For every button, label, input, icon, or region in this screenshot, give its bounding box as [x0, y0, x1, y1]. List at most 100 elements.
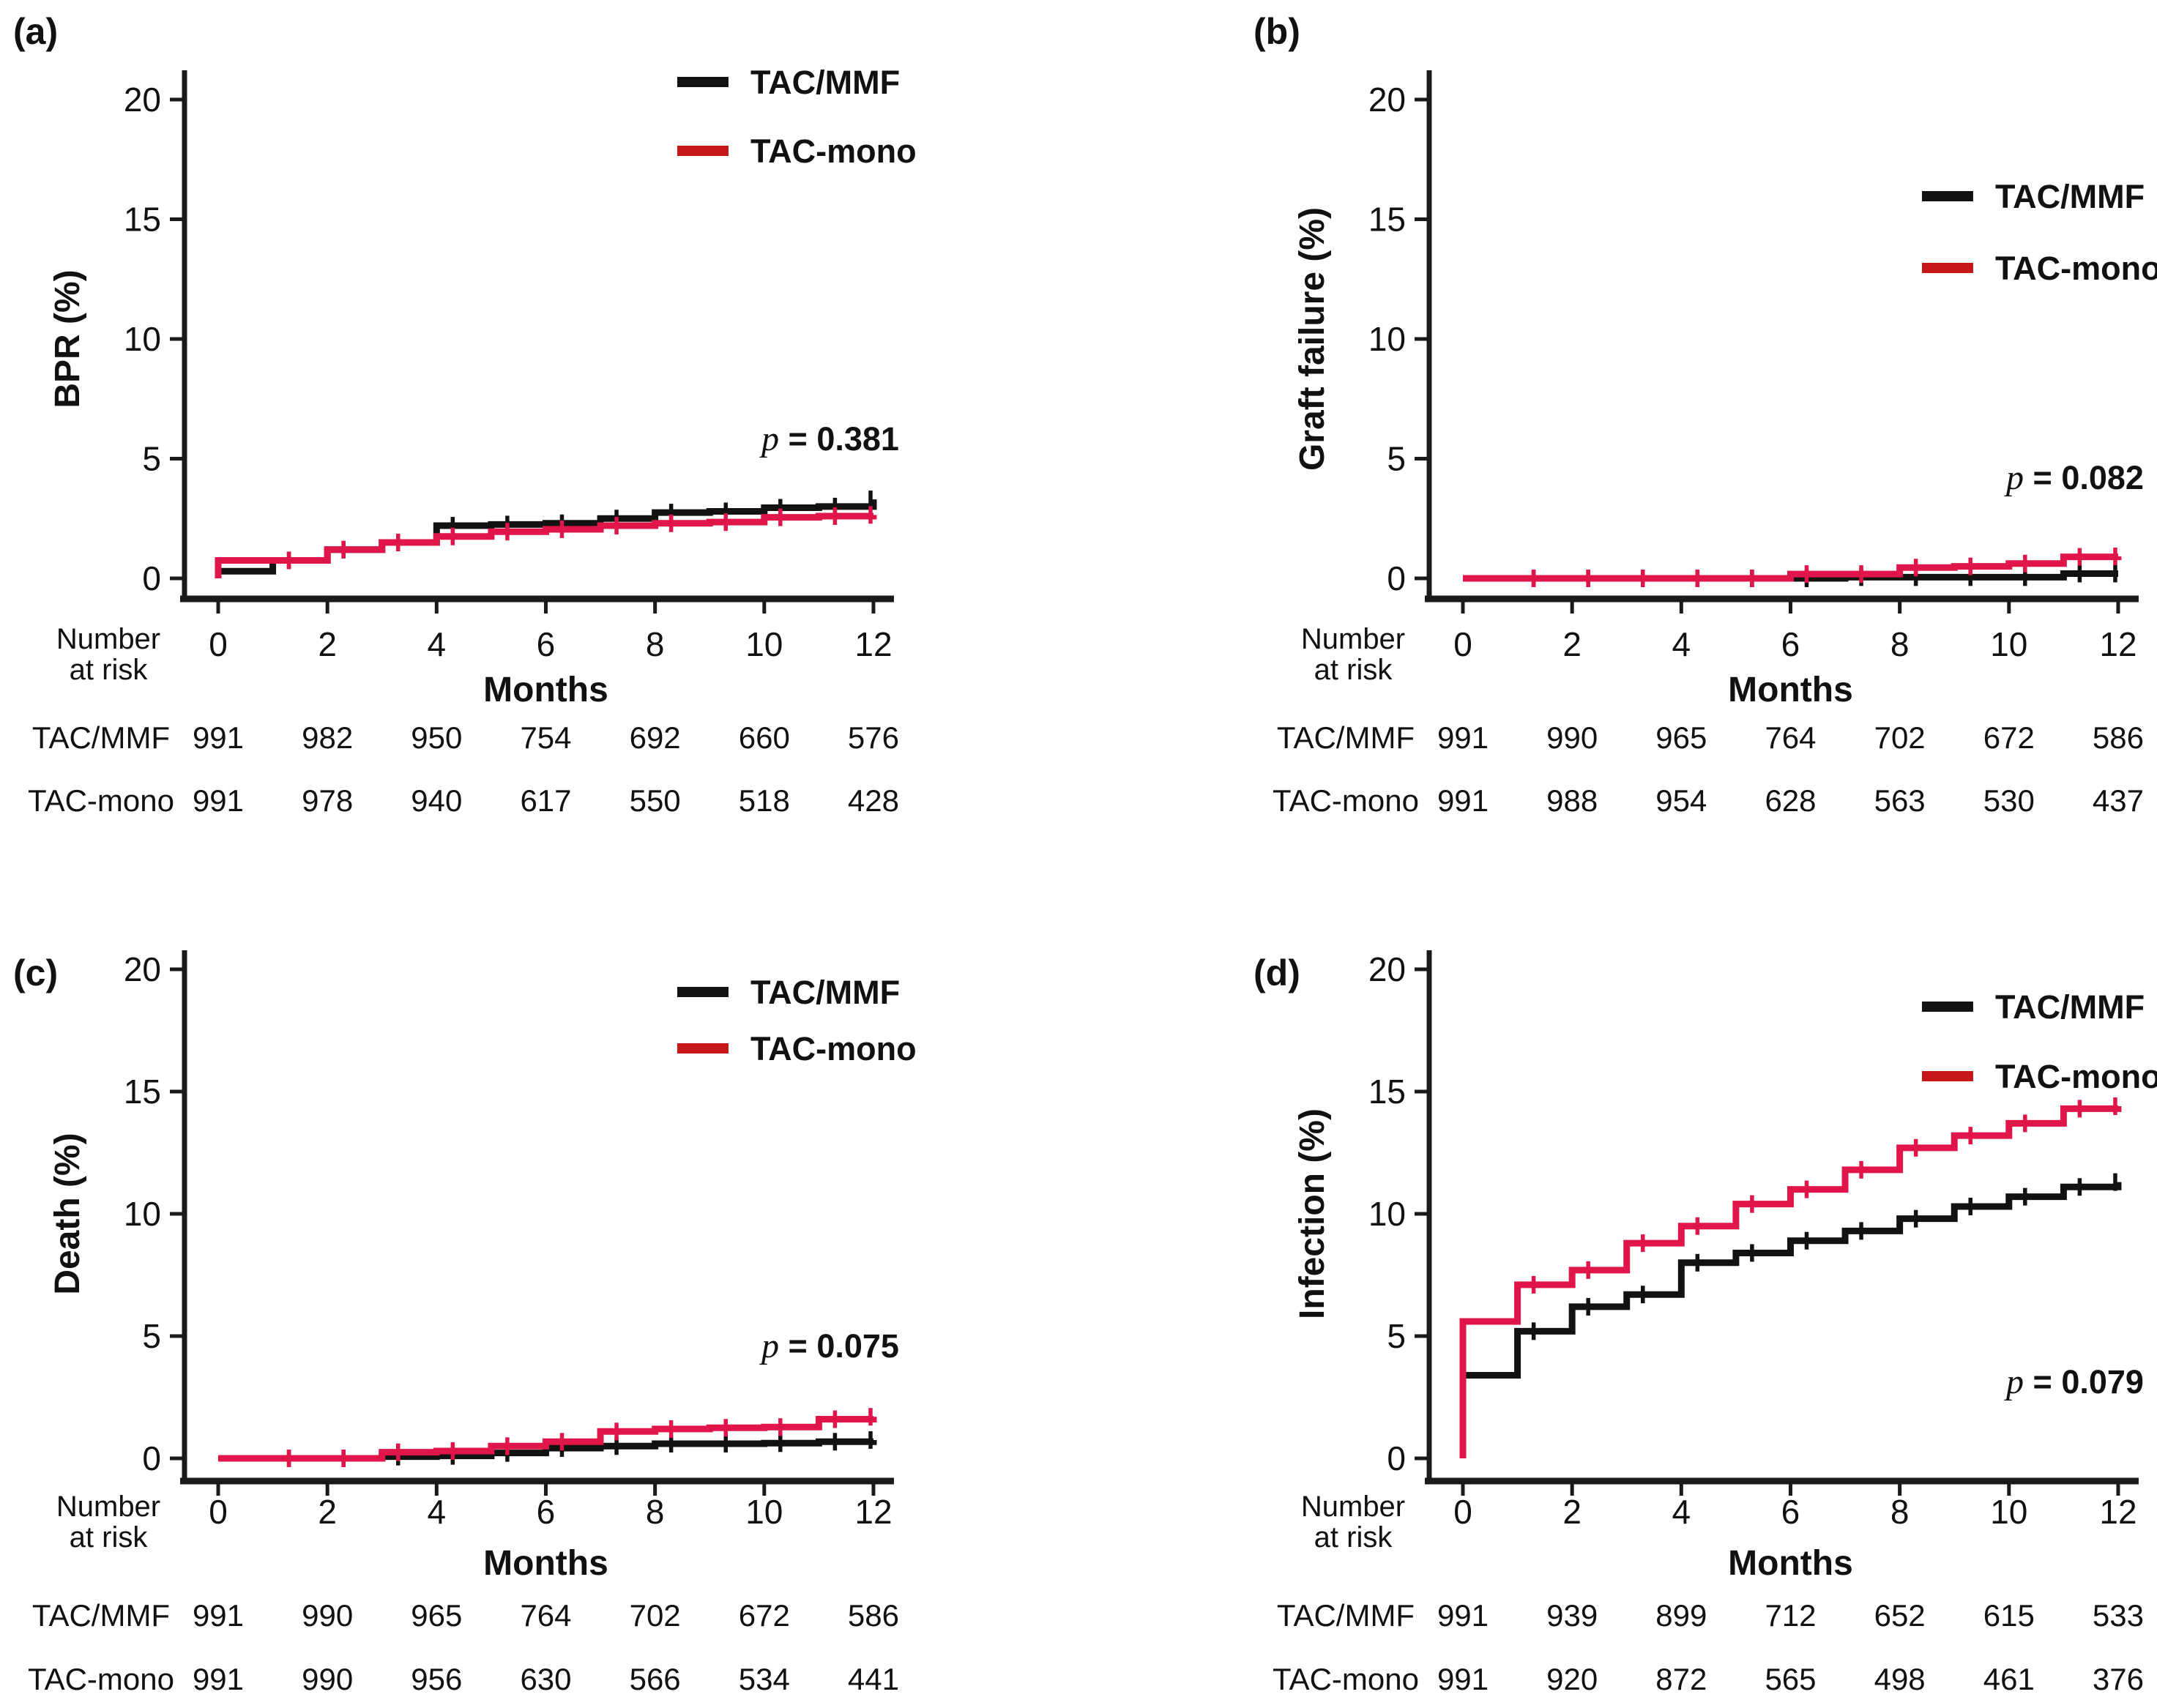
risk-value: 988	[1546, 783, 1598, 818]
y-tick-label: 5	[1387, 440, 1406, 478]
y-tick-label: 10	[124, 320, 161, 358]
risk-value: 872	[1655, 1662, 1707, 1696]
legend-swatch-tacmmf	[1921, 191, 1973, 201]
y-tick-label: 20	[124, 81, 161, 119]
risk-value: 965	[1655, 720, 1707, 755]
legend-swatch-tacmono	[677, 146, 729, 156]
risk-value: 754	[520, 720, 571, 755]
x-tick-label: 4	[1672, 1493, 1691, 1531]
risk-value: 672	[1983, 720, 2035, 755]
risk-value: 692	[630, 720, 681, 755]
y-tick-label: 0	[1387, 559, 1406, 597]
risk-value: 534	[739, 1662, 790, 1696]
curve-tacmmf	[1459, 1182, 2122, 1458]
panel-d: 0 5 10 15 20 0 2 4 6 8 10 12 Infection (%) Months TAC/…	[1078, 854, 2157, 1708]
risk-value: 441	[848, 1662, 899, 1696]
x-tick-label: 12	[854, 1493, 892, 1531]
curve-tacmono	[218, 1416, 877, 1462]
panel-a: 0 5 10 15 20 0 2 4 6 8 10 12 BPR (%) Months TAC/MMF TAC…	[0, 0, 1078, 854]
y-tick-label: 5	[142, 440, 161, 478]
p-value: p = 0.075	[759, 1327, 899, 1365]
risk-value: 991	[193, 1662, 244, 1696]
x-tick-label: 8	[1890, 1493, 1910, 1531]
risk-value: 978	[302, 783, 353, 818]
risk-value: 702	[1874, 720, 1926, 755]
risk-value: 615	[1983, 1598, 2035, 1633]
risk-value: 991	[1437, 1598, 1489, 1633]
panel-label-d: (d)	[1253, 952, 1300, 993]
number-at-risk-label: Number	[56, 1491, 160, 1523]
y-tick-label: 5	[142, 1317, 161, 1355]
risk-value: 940	[411, 783, 462, 818]
legend-label-tacmono: TAC-mono	[750, 133, 917, 170]
x-tick-label: 10	[745, 1493, 783, 1531]
y-axis-label: Graft failure (%)	[1293, 207, 1332, 471]
x-tick-label: 12	[854, 625, 892, 663]
y-tick-label: 20	[124, 950, 161, 988]
risk-value: 899	[1655, 1598, 1707, 1633]
legend-swatch-tacmmf	[677, 77, 729, 87]
risk-value: 991	[193, 720, 244, 755]
panel-label-a: (a)	[13, 11, 59, 52]
risk-row-label: TAC/MMF	[1277, 720, 1415, 755]
risk-value: 461	[1983, 1662, 2035, 1696]
risk-value: 652	[1874, 1598, 1926, 1633]
x-tick-label: 10	[1990, 1493, 2027, 1531]
risk-value: 991	[1437, 720, 1489, 755]
x-tick-label: 4	[428, 625, 447, 663]
panel-b: 0 5 10 15 20 0 2 4 6 8 10 12 Graft failure (%) Months…	[1078, 0, 2157, 854]
x-tick-label: 2	[1562, 625, 1582, 663]
risk-value: 920	[1546, 1662, 1598, 1696]
panel-label-b: (b)	[1253, 11, 1300, 52]
risk-value: 565	[1765, 1662, 1816, 1696]
legend-label-tacmmf: TAC/MMF	[1995, 178, 2145, 215]
risk-value: 518	[739, 783, 790, 818]
y-tick-label: 15	[1368, 1073, 1406, 1111]
y-tick-label: 0	[142, 559, 161, 597]
risk-value: 764	[1765, 720, 1816, 755]
x-tick-label: 4	[1672, 625, 1691, 663]
risk-value: 566	[630, 1662, 681, 1696]
risk-value: 586	[848, 1598, 899, 1633]
chart-graft-failure: 0 5 10 15 20 0 2 4 6 8 10 12 Graft failure (%) Months…	[1273, 70, 2157, 818]
risk-value: 533	[2093, 1598, 2144, 1633]
curve-tacmono	[1463, 553, 2122, 582]
risk-value: 990	[302, 1662, 353, 1696]
chart-death: 0 5 10 15 20 0 2 4 6 8 10 12 Death (%) Months TAC/MMF T…	[28, 950, 917, 1696]
x-tick-label: 12	[2099, 1493, 2136, 1531]
y-tick-label: 10	[1368, 1195, 1406, 1233]
x-tick-label: 0	[1453, 625, 1472, 663]
legend-label-tacmono: TAC-mono	[1995, 1058, 2157, 1095]
risk-value: 950	[411, 720, 462, 755]
x-tick-label: 0	[209, 1493, 228, 1531]
y-tick-label: 10	[1368, 320, 1406, 358]
risk-row-label: TAC/MMF	[32, 1598, 170, 1633]
y-tick-label: 20	[1368, 950, 1406, 988]
risk-value: 939	[1546, 1598, 1598, 1633]
risk-value: 376	[2093, 1662, 2144, 1696]
risk-value: 428	[848, 783, 899, 818]
risk-value: 965	[411, 1598, 462, 1633]
y-tick-label: 5	[1387, 1317, 1406, 1355]
curve-tacmono	[215, 512, 877, 578]
risk-row-label: TAC-mono	[28, 1662, 174, 1696]
risk-value: 956	[411, 1662, 462, 1696]
risk-value: 576	[848, 720, 899, 755]
legend-label-tacmmf: TAC/MMF	[750, 974, 900, 1011]
legend-swatch-tacmono	[677, 1043, 729, 1053]
x-axis-label-months: Months	[1728, 671, 1853, 709]
y-axis-label: Death (%)	[48, 1133, 87, 1294]
panel-c: 0 5 10 15 20 0 2 4 6 8 10 12 Death (%) Months TAC/MMF T…	[0, 854, 1078, 1708]
p-value: p = 0.082	[2004, 458, 2144, 497]
p-value: p = 0.381	[759, 419, 899, 458]
number-at-risk-label: at risk	[1314, 1521, 1393, 1554]
risk-value: 990	[302, 1598, 353, 1633]
risk-value: 712	[1765, 1598, 1816, 1633]
risk-value: 991	[1437, 783, 1489, 818]
y-tick-label: 10	[124, 1195, 161, 1233]
x-tick-label: 10	[1990, 625, 2027, 663]
risk-row-label: TAC-mono	[28, 783, 174, 818]
legend-swatch-tacmmf	[1921, 1002, 1973, 1012]
x-tick-label: 8	[646, 625, 665, 663]
y-tick-label: 20	[1368, 81, 1406, 119]
